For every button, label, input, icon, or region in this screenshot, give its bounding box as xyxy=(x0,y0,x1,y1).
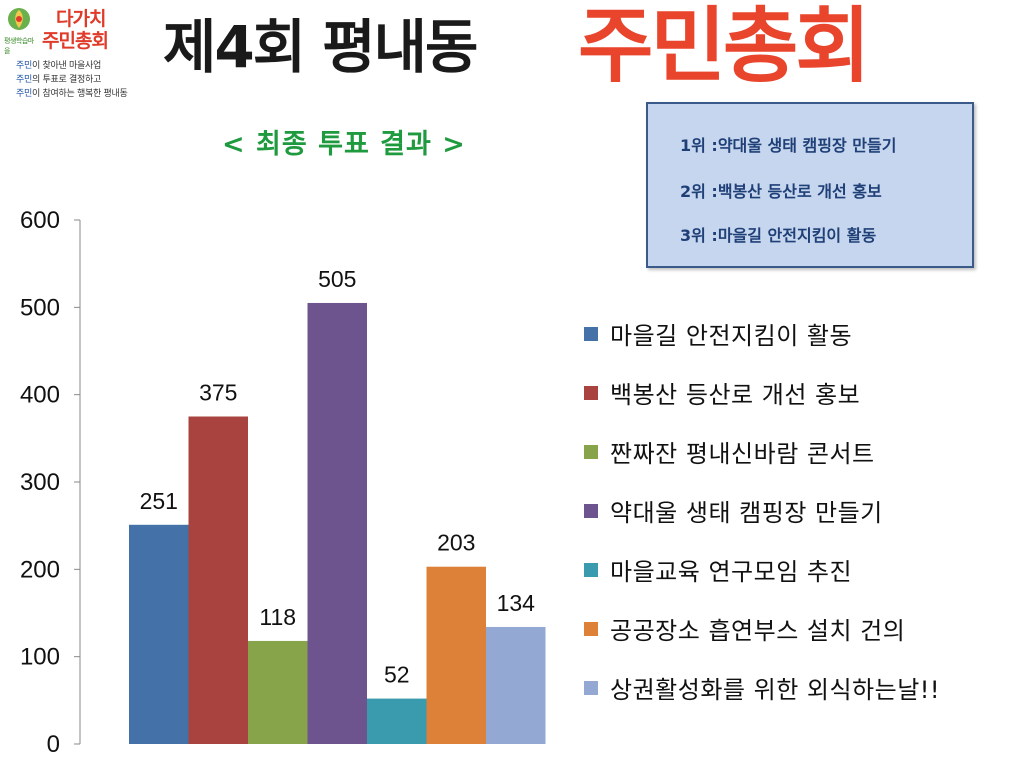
bar xyxy=(188,416,248,744)
y-tick-label: 100 xyxy=(20,644,60,671)
logo-slogan-line: 주민이 참여하는 행복한 평내동 xyxy=(16,89,128,99)
legend-swatch xyxy=(584,681,598,695)
legend-label: 짠짜잔 평내신바람 콘서트 xyxy=(610,440,875,468)
ranking-box: 1위 :약대울 생태 캠핑장 만들기 2위 :백봉산 등산로 개선 홍보 3위 … xyxy=(646,102,974,268)
legend-swatch xyxy=(584,563,598,577)
logo: 평생학습마을 다가치 주민총회 주민이 찾아낸 마을사업 주민의 투표로 결정하… xyxy=(4,2,154,102)
header-title-right: 주민총회 xyxy=(578,0,871,94)
bar-value-label: 203 xyxy=(437,530,475,556)
bar xyxy=(367,698,427,744)
y-tick-label: 600 xyxy=(20,207,60,234)
legend-swatch xyxy=(584,622,598,636)
logo-title-line1: 다가치 xyxy=(56,8,106,30)
legend-label: 상권활성화를 위한 외식하는날!! xyxy=(610,676,941,704)
y-tick-label: 0 xyxy=(47,731,60,758)
bar-value-label: 251 xyxy=(140,488,178,514)
bar-value-label: 134 xyxy=(497,590,536,616)
logo-slogan-line: 주민이 찾아낸 마을사업 xyxy=(16,61,101,71)
legend-label: 백봉산 등산로 개선 홍보 xyxy=(610,381,861,409)
y-tick-label: 300 xyxy=(20,469,60,496)
bar-value-label: 118 xyxy=(259,604,296,630)
logo-title-line2: 주민총회 xyxy=(42,30,109,52)
bar-value-label: 375 xyxy=(199,380,237,406)
bar xyxy=(248,640,308,744)
ranking-item: 1위 :약대울 생태 캠핑장 만들기 xyxy=(680,136,897,155)
bar-value-label: 505 xyxy=(318,266,356,292)
legend-swatch xyxy=(584,504,598,518)
legend-label: 공공장소 흡연부스 설치 건의 xyxy=(610,617,906,645)
chart-subtitle: < 최종 투표 결과 > xyxy=(222,129,466,160)
y-tick-label: 200 xyxy=(20,556,60,583)
bar-value-label: 52 xyxy=(384,662,410,688)
logo-brand: 평생학습마을 xyxy=(4,37,34,55)
ranking-item: 2위 :백봉산 등산로 개선 홍보 xyxy=(680,182,882,201)
bar xyxy=(307,302,367,744)
y-tick-label: 400 xyxy=(20,382,60,409)
bar xyxy=(129,524,189,744)
legend-label: 마을교육 연구모임 추진 xyxy=(610,558,853,586)
legend-swatch xyxy=(584,386,598,400)
legend-swatch xyxy=(584,327,598,341)
leaf-emblem-icon xyxy=(8,8,30,30)
y-tick-label: 500 xyxy=(20,294,60,321)
logo-slogan-line: 주민의 투표로 결정하고 xyxy=(16,75,101,85)
legend-label: 약대울 생태 캠핑장 만들기 xyxy=(610,499,883,527)
legend-swatch xyxy=(584,445,598,459)
bar xyxy=(486,626,546,744)
ranking-item: 3위 :마을길 안전지킴이 활동 xyxy=(680,226,877,245)
header-title-left: 제4회 평내동 xyxy=(163,13,478,81)
bar xyxy=(426,566,486,744)
legend-label: 마을길 안전지킴이 활동 xyxy=(610,322,853,350)
